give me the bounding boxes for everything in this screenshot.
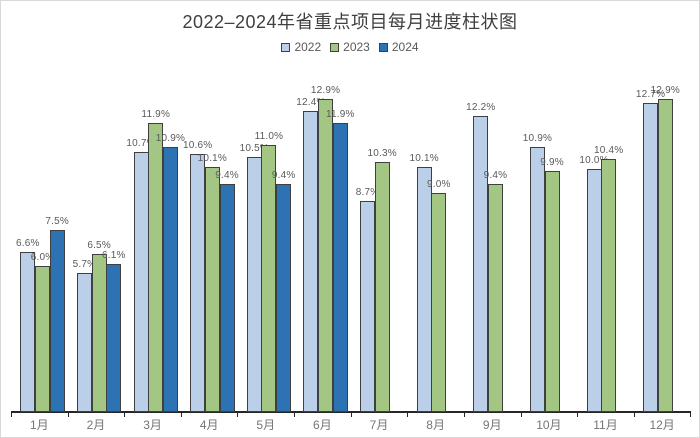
bar-2022-7月 [360, 200, 376, 412]
data-label-2023-6月: 12.9% [310, 84, 341, 96]
axis-tick [67, 412, 69, 417]
data-label-2022-8月: 10.1% [409, 152, 439, 164]
bar-2023-10月 [544, 171, 560, 412]
data-label-2024-1月: 7.5% [45, 215, 69, 227]
category-label-4月: 4月 [199, 418, 219, 432]
bar-2023-9月 [487, 183, 503, 412]
data-label-2022-10月: 10.9% [522, 133, 553, 145]
axis-tick [520, 412, 522, 417]
axis-tick [11, 412, 12, 417]
bar-2023-6月 [318, 98, 334, 412]
category-label-8月: 8月 [426, 418, 445, 432]
axis-tick [577, 412, 579, 417]
bar-2023-8月 [431, 193, 447, 412]
bar-2022-12月 [643, 103, 659, 412]
axis-tick [350, 412, 352, 417]
axis-tick [237, 412, 239, 417]
data-label-2024-2月: 6.1% [102, 249, 126, 261]
data-label-2023-2月: 6.5% [87, 240, 111, 252]
legend-label-2024: 2024 [391, 40, 419, 54]
bar-2023-7月 [374, 161, 390, 412]
category-label-1月: 1月 [29, 418, 49, 432]
bar-2024-1月 [49, 229, 65, 412]
category-label-10月: 10月 [536, 418, 562, 432]
data-label-2022-4月: 10.6% [182, 140, 213, 152]
data-label-2023-3月: 11.9% [141, 108, 171, 120]
data-label-2022-5月: 10.5% [239, 142, 269, 154]
chart-title: 2022–2024年省重点项目每月进度柱状图 [182, 12, 518, 32]
bar-2023-5月 [261, 144, 277, 412]
bar-2023-11月 [601, 159, 617, 412]
data-label-2023-1月: 6.0% [30, 252, 55, 264]
axis-tick [124, 412, 126, 417]
legend-swatch-2023 [330, 42, 340, 52]
legend-item-2024: 2024 [378, 40, 419, 54]
bar-2022-3月 [133, 151, 149, 412]
bar-2022-9月 [473, 115, 489, 412]
legend-swatch-2024 [378, 42, 388, 52]
data-label-2023-7月: 10.3% [367, 147, 397, 159]
data-label-2023-8月: 9.0% [427, 179, 451, 191]
category-label-7月: 7月 [369, 418, 389, 432]
bar-2023-3月 [148, 122, 164, 412]
axis-tick [407, 412, 409, 417]
category-label-5月: 5月 [256, 418, 276, 432]
data-label-2022-1月: 6.6% [16, 237, 40, 249]
data-label-2022-11月: 10.0% [579, 155, 609, 166]
axis-tick [294, 412, 296, 417]
bar-2024-6月 [332, 122, 348, 412]
data-label-2023-9月: 9.4% [483, 169, 508, 181]
bar-2024-3月 [162, 147, 178, 412]
bar-2022-5月 [246, 156, 262, 412]
data-label-2023-5月: 11.0% [254, 130, 284, 142]
axis-tick [180, 412, 182, 417]
data-label-2024-3月: 10.9% [155, 133, 186, 145]
bar-2023-2月 [91, 254, 107, 412]
data-label-2023-12月: 12.9% [650, 84, 680, 96]
data-label-2023-10月: 9.9% [540, 157, 564, 169]
axis-tick [463, 412, 465, 417]
bar-2022-6月 [303, 110, 319, 412]
bar-2024-5月 [276, 183, 292, 412]
legend-label-2023: 2023 [343, 40, 370, 54]
axis-tick [633, 412, 635, 417]
bar-2022-4月 [190, 154, 206, 412]
bar-2022-8月 [416, 166, 432, 412]
legend-item-2023: 2023 [330, 41, 370, 53]
category-label-12月: 12月 [649, 418, 675, 432]
data-label-2022-7月: 8.7% [355, 186, 380, 198]
data-label-2022-3月: 10.7% [126, 137, 156, 149]
bar-2023-12月 [657, 98, 673, 412]
chart-legend: 2022 2023 2024 [1, 41, 699, 53]
axis-tick [690, 412, 692, 417]
data-label-2022-2月: 5.7% [72, 259, 97, 271]
data-label-2024-6月: 11.9% [325, 108, 355, 120]
data-label-2022-9月: 12.2% [466, 101, 496, 113]
data-label-2024-4月: 9.4% [215, 169, 239, 181]
data-label-2024-5月: 9.4% [271, 169, 296, 181]
legend-item-2022: 2022 [281, 41, 321, 53]
legend-label-2022: 2022 [294, 40, 322, 54]
category-label-6月: 6月 [313, 418, 332, 432]
data-label-2022-6月: 12.4% [296, 96, 326, 108]
bar-2022-11月 [586, 169, 602, 412]
legend-swatch-2022 [281, 42, 291, 52]
bar-2022-2月 [76, 273, 92, 412]
bar-2024-2月 [106, 263, 122, 412]
data-label-2023-11月: 10.4% [594, 145, 624, 157]
category-label-9月: 9月 [482, 418, 502, 432]
category-label-2月: 2月 [86, 418, 106, 432]
category-label-11月: 11月 [593, 418, 618, 432]
bar-2022-10月 [529, 147, 545, 412]
data-label-2022-12月: 12.7% [635, 89, 666, 101]
category-label-3月: 3月 [143, 418, 162, 432]
bar-2023-4月 [204, 166, 220, 412]
bar-2022-1月 [20, 251, 36, 412]
data-label-2023-4月: 10.1% [197, 152, 228, 164]
bar-2023-1月 [35, 266, 50, 412]
bar-2024-4月 [219, 183, 235, 412]
